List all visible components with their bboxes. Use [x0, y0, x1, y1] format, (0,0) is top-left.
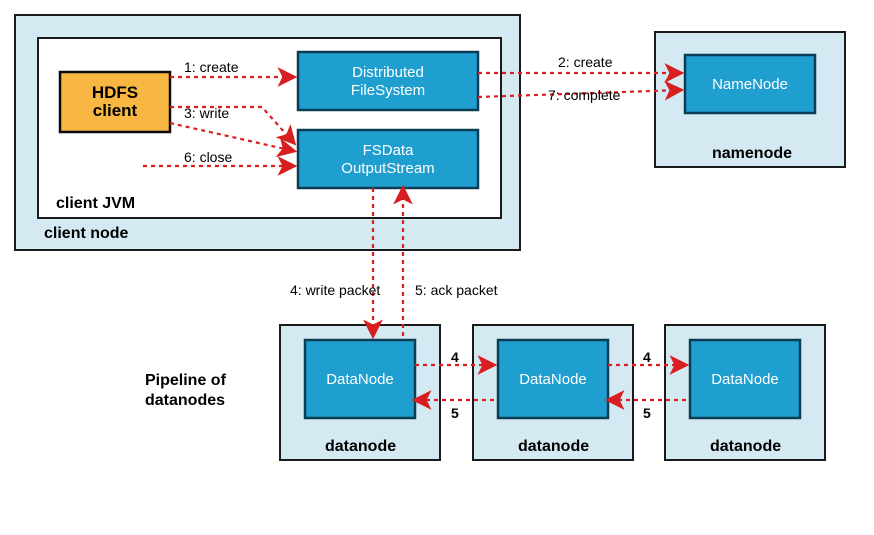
edge-label: 5: ack packet	[415, 282, 498, 298]
panel-label: namenode	[712, 145, 792, 162]
panel-label: datanode	[518, 438, 589, 455]
node-label: DataNode	[711, 371, 779, 388]
edge-label: 6: close	[184, 149, 232, 165]
node-label: OutputStream	[341, 160, 434, 177]
edge-label: 4	[643, 349, 651, 365]
node-box	[298, 52, 478, 110]
node-label: HDFS	[92, 83, 138, 102]
edge-label: 5	[643, 405, 651, 421]
node-label: FSData	[363, 142, 415, 159]
edge-label: 3: write	[184, 105, 229, 121]
edge-label: 4	[451, 349, 459, 365]
node-label: FileSystem	[351, 82, 425, 99]
node-box	[298, 130, 478, 188]
node-label: Distributed	[352, 64, 424, 81]
edge-label: 4: write packet	[290, 282, 380, 298]
edge-label: 7: complete	[548, 87, 621, 103]
pipeline-label: datanodes	[145, 392, 225, 409]
pipeline-label: Pipeline of	[145, 372, 227, 389]
client-jvm-label: client JVM	[56, 195, 135, 212]
edge-label: 1: create	[184, 59, 239, 75]
panel-label: datanode	[710, 438, 781, 455]
edge-label: 5	[451, 405, 459, 421]
node-label: client	[93, 101, 138, 120]
panel-label: datanode	[325, 438, 396, 455]
node-label: DataNode	[326, 371, 394, 388]
node-label: DataNode	[519, 371, 587, 388]
panel-label: client node	[44, 225, 129, 242]
edge-label: 2: create	[558, 54, 613, 70]
node-label: NameNode	[712, 76, 788, 93]
